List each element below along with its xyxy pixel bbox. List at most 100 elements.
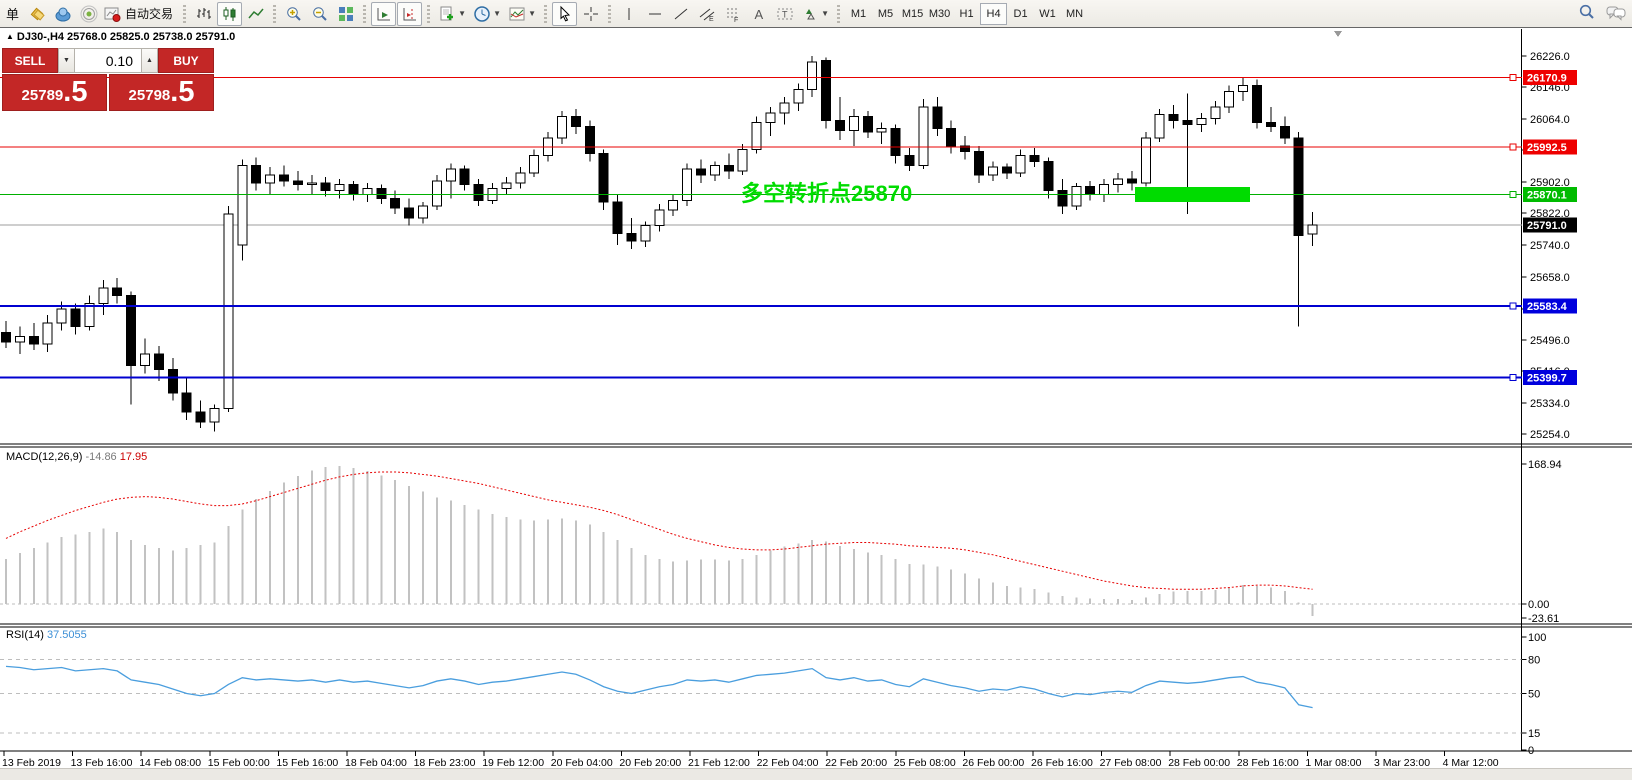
sell-button[interactable]: SELL — [2, 48, 58, 73]
buy-price-fraction: .5 — [170, 76, 195, 108]
arrows-icon — [801, 5, 819, 23]
chart-shift-button[interactable] — [397, 1, 423, 26]
candle-body — [1140, 137, 1151, 184]
date-tick-label: 1 Mar 08:00 — [1305, 757, 1361, 768]
line-chart-button[interactable] — [243, 2, 268, 26]
candle-body — [835, 120, 845, 131]
periods-clock-icon — [473, 5, 491, 23]
top-toolbar: 单 自动交易 ▼ ▼ ▼ E F A T ▼ M1 M5 M15 M30 H1 H4 D1 W… — [0, 0, 1632, 28]
date-tick-label: 4 Mar 12:00 — [1443, 757, 1499, 768]
crosshair-button[interactable] — [578, 2, 603, 26]
channel-button[interactable]: E — [694, 2, 719, 26]
collapse-panel-icon[interactable]: ▲ — [6, 32, 14, 41]
buy-button[interactable]: BUY — [158, 48, 214, 73]
chart-window: 多空转折点2587026226.026146.026064.025984.025… — [0, 28, 1632, 768]
candle-body — [223, 213, 234, 409]
candle-body — [1252, 85, 1262, 123]
timeframe-button-m1[interactable]: M1 — [850, 7, 867, 20]
candle-body — [626, 232, 637, 242]
price-badge-label: 25583.4 — [1527, 301, 1568, 313]
timeframe-button-m5[interactable]: M5 — [877, 7, 894, 20]
text-label-button[interactable]: T — [772, 2, 797, 26]
chart-shift-icon — [401, 5, 419, 23]
line-chart-icon — [247, 5, 265, 23]
timeframe-button-m15[interactable]: M15 — [901, 7, 924, 20]
periods-button[interactable]: ▼ — [470, 2, 504, 26]
sell-price-box[interactable]: 25789 .5 — [2, 74, 107, 111]
horizontal-line-icon — [646, 5, 664, 23]
volume-decrease-button[interactable]: ▼ — [58, 48, 75, 73]
community-button[interactable] — [50, 2, 75, 26]
arrows-button[interactable]: ▼ — [798, 2, 832, 26]
vertical-line-button[interactable] — [616, 2, 641, 26]
signal-button[interactable] — [76, 2, 101, 26]
cursor-icon — [556, 5, 574, 23]
toolbar-grip — [273, 4, 277, 23]
zoom-out-button[interactable] — [307, 2, 332, 26]
candlestick-chart-button[interactable] — [217, 1, 243, 26]
one-click-trade-panel: SELL ▼ 0.10 ▲ BUY 25789 .5 25798 .5 — [2, 48, 214, 111]
candle-body — [209, 407, 220, 423]
candle-body — [960, 145, 971, 153]
bars-chart-button[interactable] — [191, 2, 216, 26]
auto-scroll-button[interactable] — [371, 1, 397, 26]
horizontal-line-button[interactable] — [642, 2, 667, 26]
rsi-line — [5, 665, 1313, 709]
candle-body — [1001, 166, 1012, 174]
fibonacci-button[interactable]: F — [720, 2, 745, 26]
autotrading-icon — [103, 5, 121, 23]
candle-body — [390, 197, 401, 209]
candle-body — [654, 209, 665, 227]
profile-button[interactable] — [24, 2, 49, 26]
date-tick-label: 26 Feb 16:00 — [1031, 757, 1093, 768]
trendline-button[interactable] — [668, 2, 693, 26]
autotrading-button[interactable]: 自动交易 — [102, 2, 178, 26]
candle-body — [1043, 160, 1054, 192]
chart-shift-marker — [1334, 31, 1342, 37]
candle-body — [265, 174, 276, 184]
svg-text:T: T — [782, 9, 788, 19]
candle-body — [279, 174, 289, 182]
new-order-partial-label[interactable]: 单 — [6, 7, 20, 22]
candle-body — [28, 335, 39, 345]
date-tick-label: 20 Feb 04:00 — [551, 757, 613, 768]
chevron-up-icon: ▲ — [146, 57, 153, 64]
candle-body — [1210, 106, 1221, 120]
timeframe-button-mn[interactable]: MN — [1065, 7, 1084, 20]
tile-windows-button[interactable] — [333, 2, 358, 26]
cursor-button[interactable] — [552, 1, 578, 26]
timeframe-button-m30[interactable]: M30 — [928, 7, 951, 20]
search-icon[interactable] — [1578, 3, 1596, 26]
new-order-button[interactable]: ▼ — [435, 2, 469, 26]
timeframe-toolbar: M1 M5 M15 M30 H1 H4 D1 W1 MN — [845, 2, 1088, 25]
candle-body — [459, 168, 470, 186]
svg-text:E: E — [709, 16, 714, 23]
candle-body — [1071, 186, 1082, 207]
candle-body — [292, 180, 303, 186]
candle-body — [70, 308, 81, 328]
text-button[interactable]: A — [746, 2, 771, 26]
volume-input[interactable]: 0.10 — [75, 48, 141, 73]
chat-icon[interactable] — [1606, 3, 1626, 26]
zoom-in-button[interactable] — [281, 2, 306, 26]
candle-body — [362, 188, 373, 195]
timeframe-button-w1[interactable]: W1 — [1039, 7, 1056, 20]
timeframe-button-h1[interactable]: H1 — [959, 7, 974, 20]
templates-button[interactable]: ▼ — [505, 2, 539, 26]
price-badge-label: 25399.7 — [1527, 372, 1567, 384]
text-label-icon: T — [776, 5, 794, 23]
chart-canvas[interactable]: 多空转折点2587026226.026146.026064.025984.025… — [0, 28, 1632, 768]
toolbar-grip — [427, 4, 431, 23]
candle-body — [765, 112, 776, 124]
timeframe-button-d1[interactable]: D1 — [1013, 7, 1028, 20]
price-badge — [1523, 139, 1577, 155]
timeframe-button-h4[interactable]: H4 — [980, 2, 1008, 25]
volume-increase-button[interactable]: ▲ — [141, 48, 158, 73]
price-badge-label: 25870.1 — [1527, 189, 1567, 201]
buy-price-box[interactable]: 25798 .5 — [109, 74, 214, 111]
line-anchor-handle — [1509, 73, 1517, 81]
date-tick-label: 20 Feb 20:00 — [619, 757, 681, 768]
macd-signal-line — [5, 471, 1313, 590]
candle-body — [1307, 224, 1318, 235]
